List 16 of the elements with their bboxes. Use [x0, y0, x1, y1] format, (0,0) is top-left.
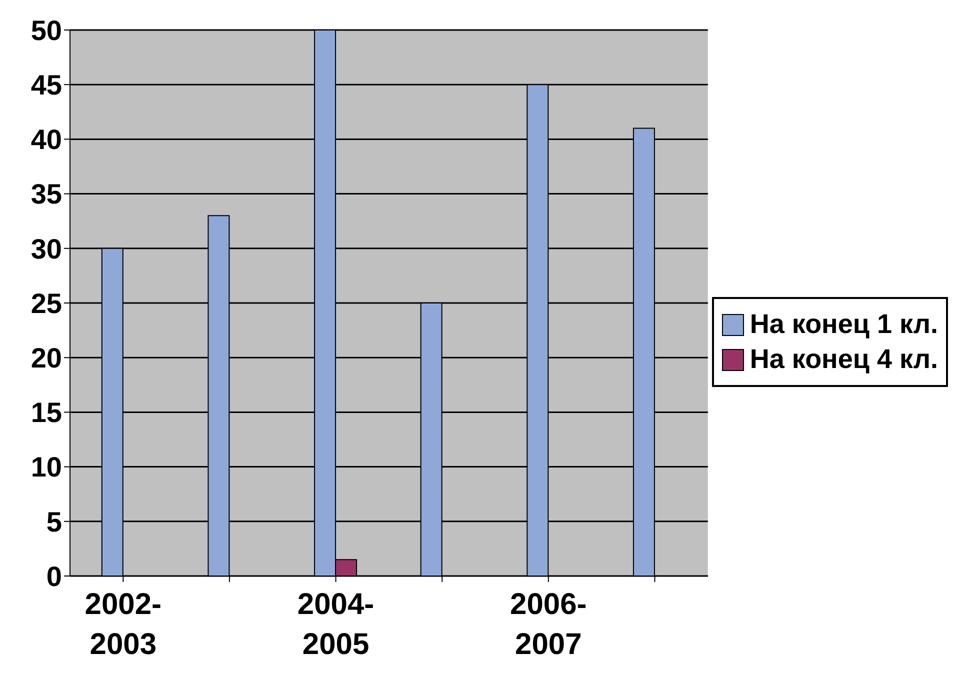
y-tick-label: 15 [30, 397, 62, 428]
x-tick-label: 2002-2003 [84, 588, 162, 661]
y-tick-label: 35 [30, 178, 62, 210]
y-tick-label: 25 [30, 288, 62, 319]
x-tick-label: 2004-2005 [297, 588, 374, 661]
legend-label: На конец 4 кл. [750, 344, 938, 375]
y-tick-label: 40 [30, 124, 62, 156]
y-tick-label: 5 [46, 506, 62, 538]
y-tick-label: 45 [30, 70, 62, 101]
y-tick-label: 30 [30, 233, 62, 264]
x-tick-label: 2006-2007 [510, 588, 587, 661]
y-tick-label: 10 [30, 452, 62, 483]
legend-label: На конец 1 кл. [750, 309, 938, 340]
y-tick-label: 0 [46, 560, 62, 592]
y-tick-label: 50 [30, 14, 62, 46]
y-tick-label: 20 [30, 342, 62, 374]
